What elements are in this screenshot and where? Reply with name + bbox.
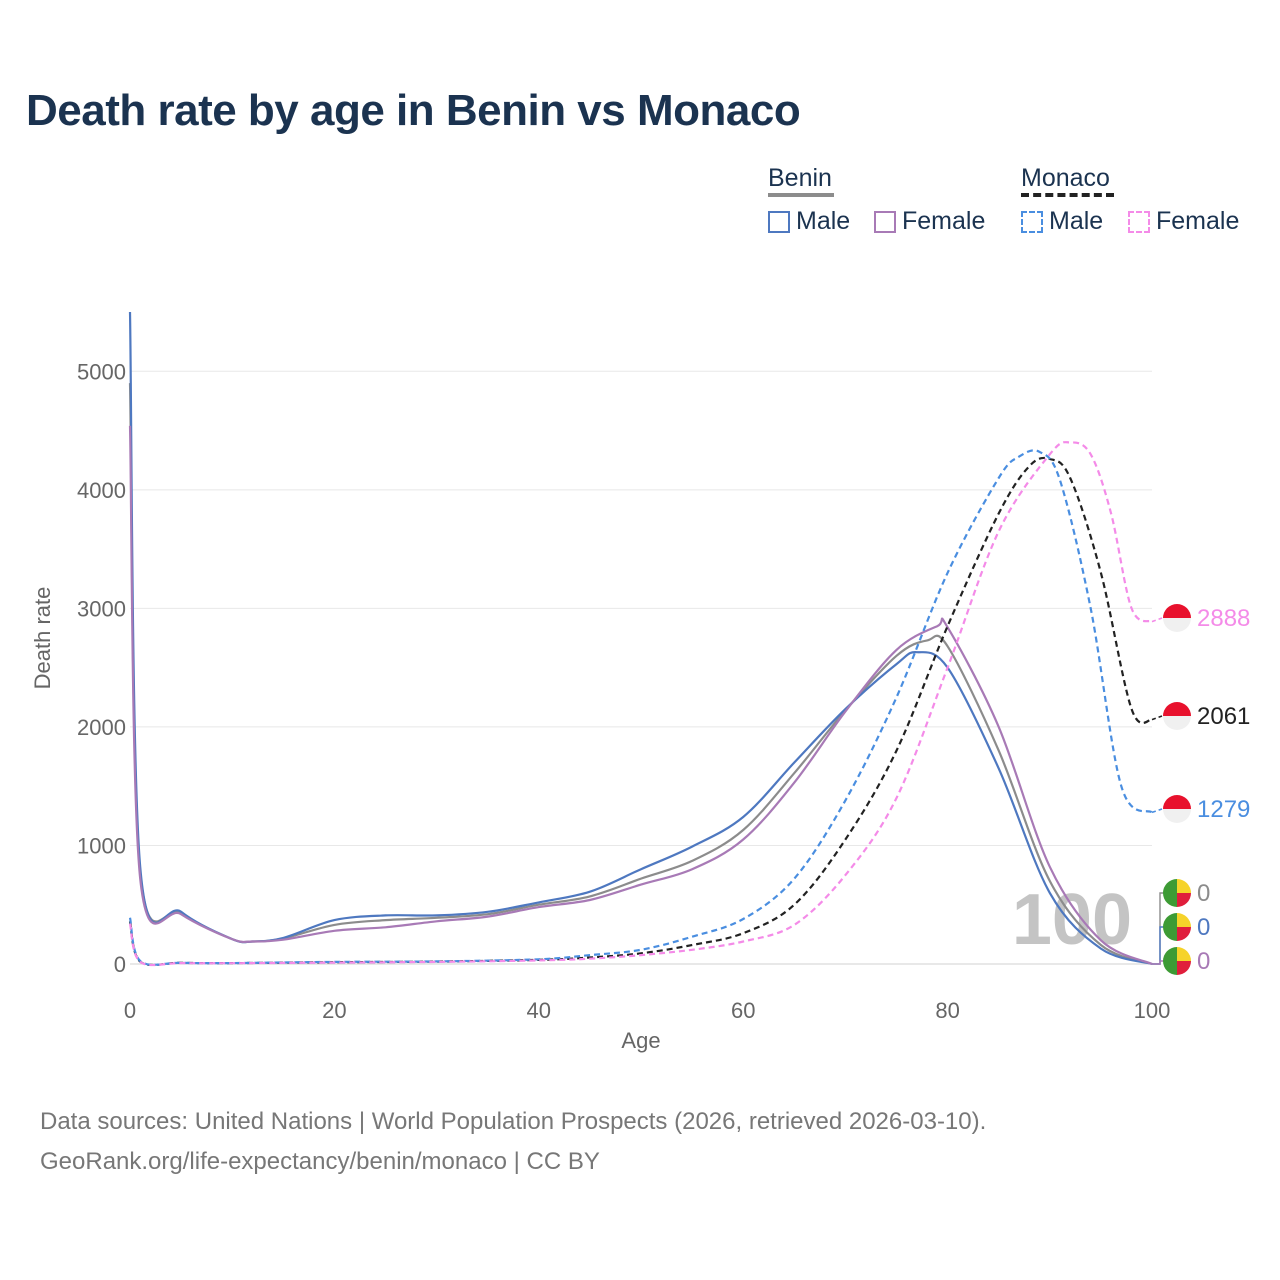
y-tick-label: 0	[114, 952, 126, 977]
legend-item-benin-female[interactable]: Female	[874, 207, 985, 236]
benin-flag-icon	[1163, 913, 1177, 941]
series-line-benin-male	[128, 311, 1153, 966]
x-tick-label: 40	[527, 998, 551, 1023]
legend-item-benin-male[interactable]: Male	[768, 207, 850, 236]
end-label-leader	[1152, 892, 1164, 965]
monaco-flag-icon	[1163, 809, 1191, 823]
y-tick-label: 3000	[77, 596, 126, 621]
benin-flag-icon	[1177, 927, 1191, 941]
x-tick-label: 0	[124, 998, 136, 1023]
chart-title: Death rate by age in Benin vs Monaco	[26, 86, 801, 135]
benin-flag-icon	[1163, 879, 1177, 907]
series-line-benin-female	[128, 425, 1153, 966]
y-tick-label: 5000	[77, 359, 126, 384]
x-tick-label: 20	[322, 998, 346, 1023]
end-label-leader	[1151, 617, 1163, 623]
y-tick-label: 2000	[77, 715, 126, 740]
legend-label-monaco-male: Male	[1049, 207, 1104, 235]
end-label-leader	[1151, 715, 1163, 721]
benin-flag-icon	[1177, 913, 1191, 927]
legend-item-monaco-male[interactable]: Male	[1021, 207, 1103, 236]
legend-group-monaco-underline	[1021, 193, 1114, 197]
benin-flag-icon	[1177, 961, 1191, 975]
x-tick-label: 100	[1134, 998, 1171, 1023]
monaco-flag-icon	[1163, 795, 1191, 809]
end-value-label: 0	[1197, 948, 1210, 975]
monaco-flag-icon	[1163, 716, 1191, 730]
legend-item-monaco-female[interactable]: Female	[1128, 207, 1239, 236]
monaco-flag-icon	[1163, 618, 1191, 632]
source-text: Data sources: United Nations | World Pop…	[40, 1108, 987, 1135]
legend-swatch-monaco-female	[1128, 210, 1150, 233]
monaco-flag-icon	[1163, 604, 1191, 618]
benin-flag-icon	[1177, 893, 1191, 907]
end-value-label: 2888	[1197, 605, 1250, 632]
source-link[interactable]: GeoRank.org/life-expectancy/benin/monaco…	[40, 1148, 600, 1175]
x-axis-title: Age	[621, 1028, 660, 1053]
end-label-leader	[1151, 808, 1163, 814]
end-label-leader	[1152, 926, 1164, 965]
end-value-label: 0	[1197, 880, 1210, 907]
series-line-monaco-male	[128, 449, 1153, 966]
y-tick-label: 1000	[77, 833, 126, 858]
legend-group-benin-underline	[768, 193, 834, 197]
legend-group-monaco-title: Monaco	[1021, 164, 1110, 192]
y-tick-label: 4000	[77, 478, 126, 503]
end-value-label: 1279	[1197, 796, 1250, 823]
legend-swatch-monaco-male	[1021, 210, 1043, 233]
legend-swatch-benin-male	[768, 210, 790, 233]
end-value-label: 0	[1197, 914, 1210, 941]
benin-flag-icon	[1177, 879, 1191, 893]
series-line-monaco-total	[128, 456, 1153, 967]
x-tick-label: 60	[731, 998, 755, 1023]
legend-label-benin-male: Male	[796, 207, 851, 235]
end-label-leader	[1152, 960, 1164, 965]
benin-flag-icon	[1177, 947, 1191, 961]
legend-label-monaco-female: Female	[1156, 207, 1240, 235]
benin-flag-icon	[1163, 947, 1177, 975]
y-axis-title: Death rate	[30, 587, 55, 690]
monaco-flag-icon	[1163, 702, 1191, 716]
legend-label-benin-female: Female	[902, 207, 986, 235]
age-marker: 100	[1012, 880, 1132, 960]
legend-group-benin-title: Benin	[768, 164, 832, 192]
series-line-monaco-female	[128, 441, 1153, 967]
legend-swatch-benin-female	[874, 210, 896, 233]
series-line-benin-total	[128, 383, 1153, 966]
x-tick-label: 80	[935, 998, 959, 1023]
end-value-label: 2061	[1197, 703, 1250, 730]
